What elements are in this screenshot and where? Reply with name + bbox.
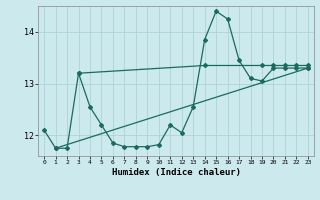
X-axis label: Humidex (Indice chaleur): Humidex (Indice chaleur) — [111, 168, 241, 177]
